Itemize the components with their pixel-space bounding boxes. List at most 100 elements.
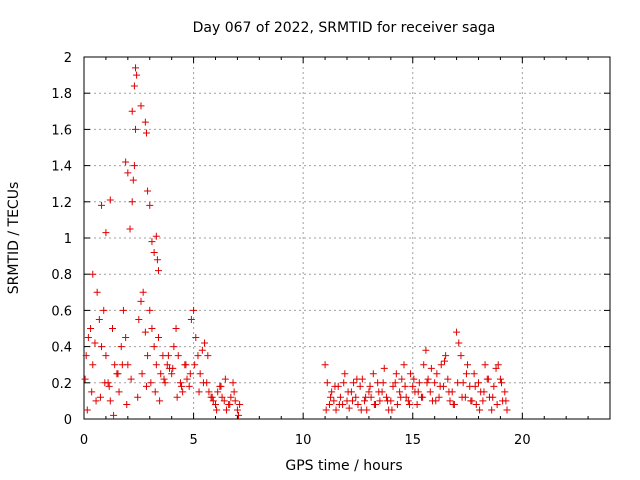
data-point — [146, 201, 154, 209]
data-point — [410, 375, 418, 383]
data-point — [454, 379, 462, 387]
data-point — [132, 125, 140, 133]
data-point — [481, 361, 489, 369]
data-point — [335, 401, 343, 409]
data-point — [494, 361, 502, 369]
data-point — [236, 401, 244, 409]
data-point — [230, 388, 238, 396]
data-point — [503, 406, 511, 414]
data-point — [182, 361, 190, 369]
data-point — [155, 267, 163, 275]
data-point — [431, 379, 439, 387]
data-point — [173, 393, 181, 401]
data-point — [472, 401, 480, 409]
data-point — [490, 382, 498, 390]
data-point — [91, 339, 99, 347]
data-point — [323, 379, 331, 387]
data-point — [370, 401, 378, 409]
data-point — [179, 388, 187, 396]
data-point — [321, 361, 329, 369]
y-tick-label: 0.2 — [51, 377, 72, 392]
data-point — [414, 388, 422, 396]
data-point — [426, 388, 434, 396]
data-point — [340, 379, 348, 387]
data-point — [122, 158, 130, 166]
data-point — [190, 306, 198, 314]
data-point — [192, 334, 200, 342]
data-point — [178, 382, 186, 390]
data-point — [444, 375, 452, 383]
data-point — [470, 370, 478, 378]
chart-title: Day 067 of 2022, SRMTID for receiver sag… — [193, 20, 496, 36]
data-point — [392, 370, 400, 378]
data-point — [169, 364, 177, 372]
data-point — [146, 306, 154, 314]
data-point — [156, 397, 164, 405]
data-point — [81, 375, 89, 383]
x-tick-label: 5 — [189, 433, 197, 448]
plot-frame — [83, 56, 611, 420]
x-tick-label: 10 — [295, 433, 312, 448]
data-point — [88, 388, 96, 396]
data-point — [83, 406, 91, 414]
data-point — [100, 306, 108, 314]
data-point — [226, 401, 234, 409]
data-point — [458, 393, 466, 401]
data-point — [401, 382, 409, 390]
data-point — [332, 406, 340, 414]
data-point — [362, 393, 370, 401]
data-point — [176, 379, 184, 387]
data-point — [501, 388, 509, 396]
data-point — [436, 382, 444, 390]
data-point — [366, 382, 374, 390]
data-point — [164, 352, 172, 360]
data-point — [476, 406, 484, 414]
data-point — [102, 229, 110, 237]
data-point — [464, 361, 472, 369]
data-point — [396, 388, 404, 396]
data-point — [442, 352, 450, 360]
data-point — [144, 352, 152, 360]
data-point — [114, 370, 122, 378]
data-point — [462, 370, 470, 378]
data-point — [227, 393, 235, 401]
data-point — [413, 401, 421, 409]
data-point — [172, 325, 180, 332]
y-tick-label: 1.6 — [51, 123, 72, 138]
data-point — [445, 388, 453, 396]
grid — [84, 57, 610, 419]
data-point — [170, 343, 178, 351]
data-point — [127, 375, 135, 383]
data-point — [89, 270, 97, 278]
data-point — [471, 382, 479, 390]
y-tick-label: 2 — [64, 51, 72, 66]
data-point — [196, 370, 204, 378]
data-point — [398, 375, 406, 383]
data-point — [432, 397, 440, 405]
data-point — [117, 343, 125, 351]
data-point — [82, 352, 90, 360]
data-point — [229, 379, 237, 387]
data-point — [134, 393, 142, 401]
data-point — [142, 382, 150, 390]
data-point — [480, 388, 488, 396]
data-point — [455, 339, 463, 347]
data-point — [400, 361, 408, 369]
data-point — [233, 406, 241, 414]
data-point — [106, 196, 114, 204]
data-point — [129, 176, 137, 184]
data-point — [427, 364, 435, 372]
data-point — [123, 401, 131, 409]
data-point — [475, 379, 482, 387]
data-point — [489, 393, 497, 401]
data-point — [183, 375, 191, 383]
data-point — [98, 201, 106, 209]
data-point — [214, 388, 222, 396]
data-point — [391, 379, 399, 387]
data-point — [393, 401, 401, 409]
data-point — [422, 346, 430, 354]
data-point — [353, 375, 361, 383]
data-point — [327, 393, 335, 401]
y-tick-label: 0.8 — [51, 268, 72, 283]
x-tick-label: 20 — [514, 433, 531, 448]
